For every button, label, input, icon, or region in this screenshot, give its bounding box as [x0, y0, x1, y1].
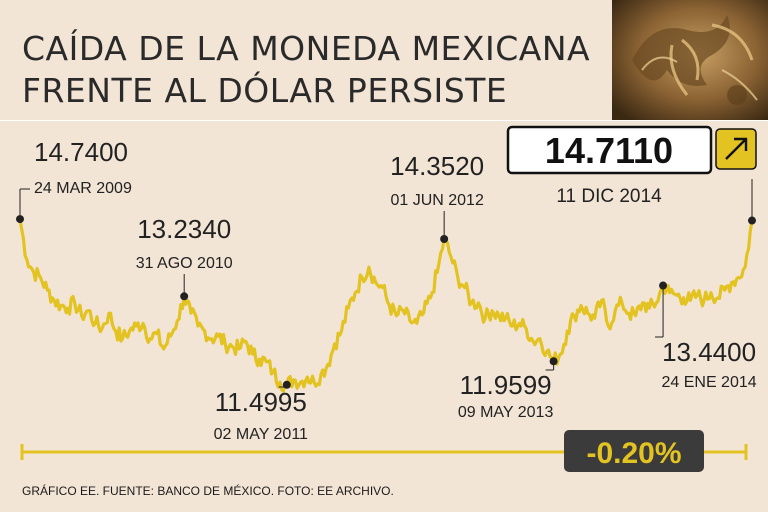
annotation-4: 11.9599 09 MAY 2013 [458, 357, 558, 421]
annotation-date: 24 ENE 2014 [661, 374, 756, 391]
annotation-1: 13.2340 31 AGO 2010 [136, 214, 233, 301]
annotation-value: 11.4995 [215, 387, 307, 417]
annotation-value: 13.2340 [137, 214, 231, 244]
series-line [18, 218, 754, 393]
annotation-2: 11.4995 02 MAY 2011 [214, 380, 308, 443]
annotation-0: 14.7400 24 MAR 2009 [16, 137, 132, 224]
annotation-date: 02 MAY 2011 [214, 426, 308, 443]
current-value: 14.7110 [545, 130, 673, 171]
chart-title: CAÍDA DE LA MONEDA MEXICANA FRENTE AL DÓ… [22, 28, 590, 112]
current-date: 11 DIC 2014 [556, 186, 662, 207]
annotation-value: 14.3520 [390, 151, 484, 181]
annotation-date: 09 MAY 2013 [458, 404, 554, 421]
annotation-dot [16, 215, 24, 224]
annotation-dot [659, 281, 668, 290]
annotation-6: 14.7110 11 DIC 2014 [506, 125, 757, 225]
arrow-up-right-icon [725, 137, 748, 160]
annotation-5: 13.4400 24 ENE 2014 [655, 281, 757, 391]
annotation-date: 31 AGO 2010 [136, 255, 233, 272]
annotation-value: 11.9599 [460, 370, 552, 400]
change-value: -0.20% [586, 437, 681, 470]
coin-photo [612, 0, 768, 120]
title-line-1: CAÍDA DE LA MONEDA MEXICANA [22, 29, 591, 68]
source-footer: GRÁFICO EE. FUENTE: BANCO DE MÉXICO. FOT… [22, 484, 394, 498]
change-pill [564, 430, 704, 472]
annotation-3: 14.3520 01 JUN 2012 [390, 151, 484, 244]
annotation-dot [180, 292, 189, 301]
title-line-2: FRENTE AL DÓLAR PERSISTE [22, 71, 508, 110]
annotation-date: 01 JUN 2012 [390, 192, 483, 209]
current-value-box [506, 125, 713, 175]
chart-frame: 14.7400 24 MAR 2009 13.2340 31 AGO 2010 11.4… [0, 120, 768, 477]
line-chart: 14.7400 24 MAR 2009 13.2340 31 AGO 2010 11.4… [16, 125, 757, 472]
annotation-value: 13.4400 [662, 337, 756, 367]
annotation-dot [282, 380, 291, 389]
annotation-date: 24 MAR 2009 [34, 180, 132, 197]
annotation-dot [440, 235, 449, 244]
annotation-dot [748, 216, 756, 225]
annotation-dot [549, 357, 558, 366]
annotation-value: 14.7400 [34, 137, 128, 167]
